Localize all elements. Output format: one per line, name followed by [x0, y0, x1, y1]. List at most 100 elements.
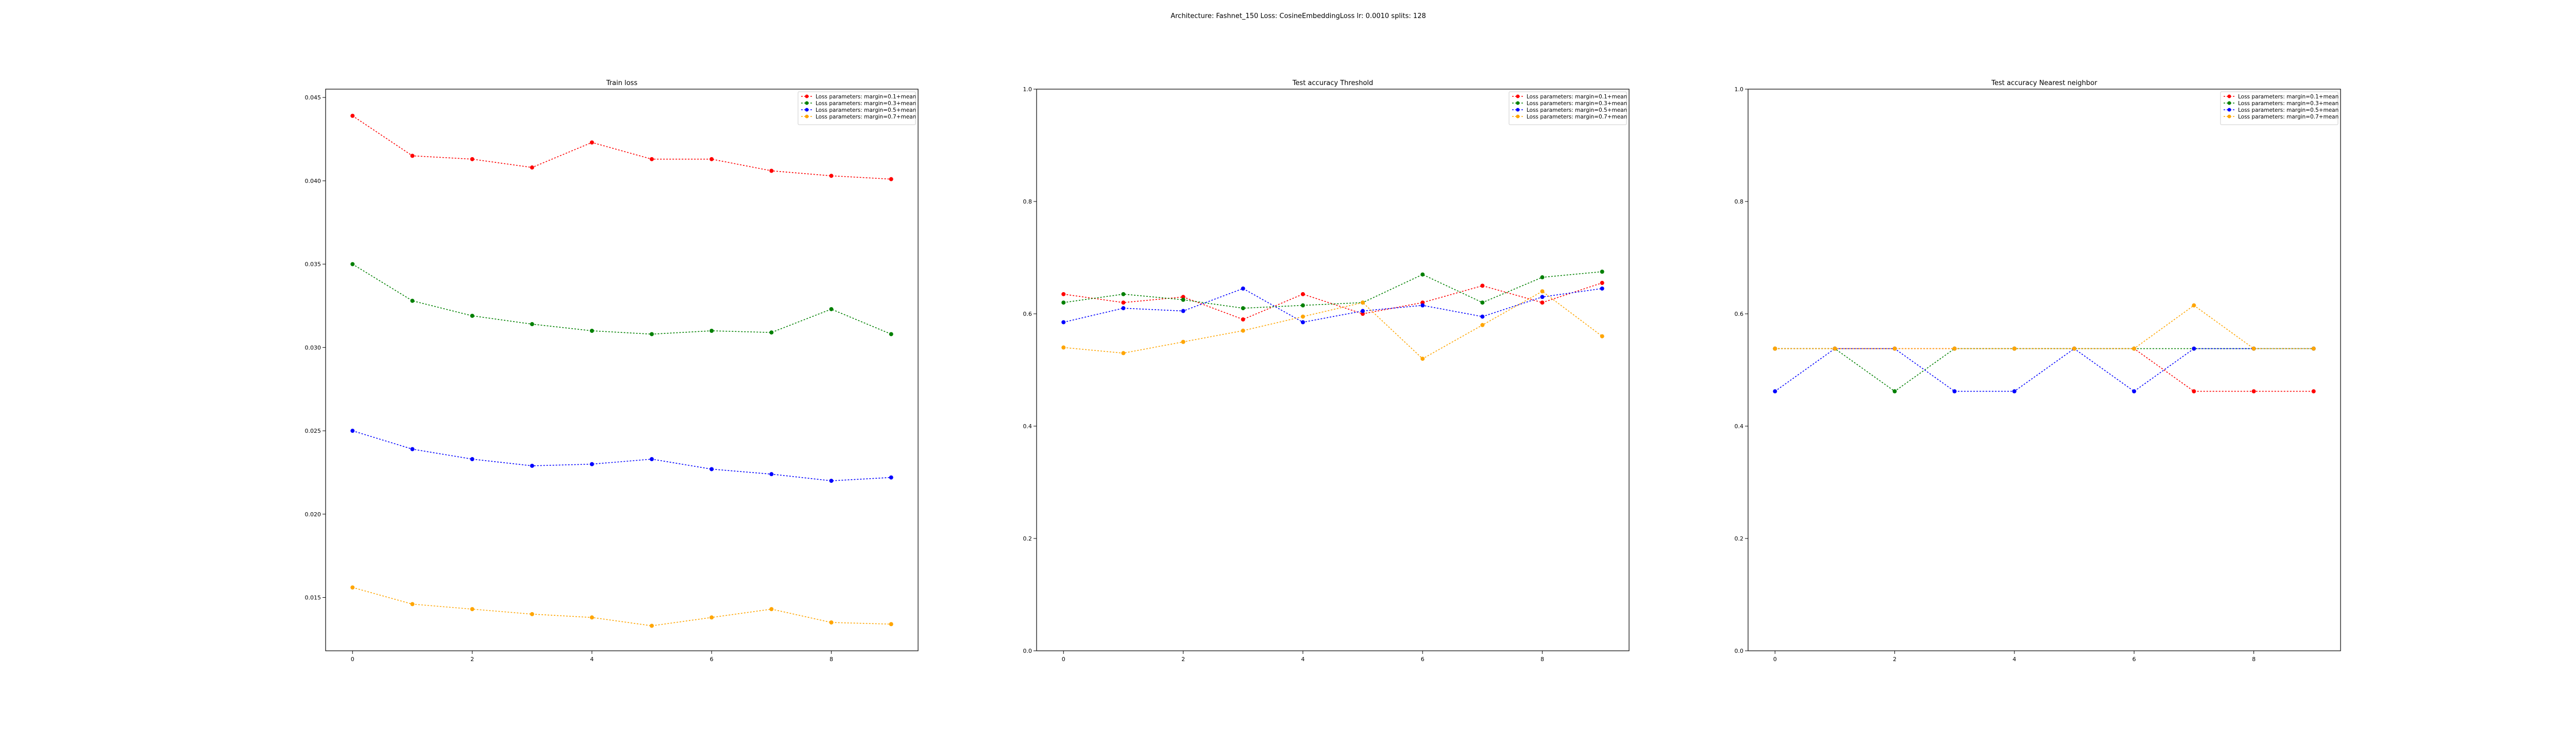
legend-label: Loss parameters: margin=0.5+mean	[2238, 107, 2338, 113]
data-point	[709, 615, 714, 620]
data-point	[470, 607, 474, 612]
data-point	[410, 447, 415, 451]
data-point	[2251, 346, 2256, 351]
chart-panel-2: Test accuracy Threshold 0 2 4 6 8 0.0 0.2 0.4 0.6…	[1023, 79, 1630, 663]
legend-label: Loss parameters: margin=0.3+mean	[2238, 100, 2338, 107]
data-point	[1600, 286, 1604, 291]
legend-box	[2220, 91, 2338, 125]
chart-title: Train loss	[606, 79, 638, 87]
data-point	[1300, 303, 1305, 308]
legend-marker	[805, 114, 809, 119]
data-point	[650, 157, 654, 161]
x-tick-label: 8	[1540, 656, 1544, 663]
y-tick-label: 0.035	[305, 261, 321, 268]
data-point	[769, 330, 774, 335]
legend-marker	[1516, 114, 1520, 119]
data-point	[1952, 389, 1957, 394]
data-point	[1773, 389, 1777, 394]
y-tick-label: 0.6	[1023, 311, 1032, 317]
data-point	[889, 177, 893, 181]
data-point	[889, 622, 893, 627]
data-point	[350, 262, 355, 266]
data-point	[1540, 295, 1545, 299]
legend-label: Loss parameters: margin=0.7+mean	[1527, 114, 1627, 120]
data-point	[1480, 323, 1485, 327]
data-point	[2192, 389, 2196, 394]
data-point	[1300, 292, 1305, 296]
data-point	[2251, 389, 2256, 394]
data-point	[889, 475, 893, 480]
x-tick-label: 6	[1421, 656, 1425, 663]
data-point	[1061, 320, 1066, 325]
series-line-4	[1775, 305, 2314, 349]
data-point	[410, 602, 415, 606]
x-tick-label: 0	[1062, 656, 1065, 663]
x-tick-label: 8	[829, 656, 833, 663]
legend-label: Loss parameters: margin=0.1+mean	[1527, 94, 1627, 100]
y-tick-label: 0.2	[1735, 535, 1744, 542]
x-tick-label: 4	[1301, 656, 1304, 663]
data-point	[829, 174, 834, 178]
y-tick-label: 1.0	[1735, 86, 1744, 93]
data-point	[829, 307, 834, 311]
data-point	[350, 429, 355, 433]
y-tick-label: 0.4	[1023, 423, 1032, 430]
y-tick-label: 0.045	[305, 94, 321, 101]
data-point	[530, 322, 534, 327]
data-point	[2132, 389, 2137, 394]
y-tick-label: 0.030	[305, 344, 321, 351]
data-point	[1600, 269, 1604, 274]
x-tick-label: 6	[2132, 656, 2136, 663]
legend-marker	[1516, 94, 1520, 98]
data-point	[1181, 309, 1185, 313]
data-point	[2012, 389, 2016, 394]
data-point	[2192, 303, 2196, 308]
legend-marker	[2227, 101, 2231, 105]
legend-box	[1509, 91, 1627, 125]
x-tick-label: 4	[2012, 656, 2016, 663]
series-line-1	[1063, 282, 1602, 320]
data-point	[350, 585, 355, 590]
data-point	[410, 298, 415, 303]
data-point	[2012, 346, 2016, 351]
data-point	[589, 462, 594, 466]
axes-frame	[1748, 89, 2341, 651]
data-point	[1892, 389, 1897, 394]
legend-marker	[2227, 94, 2231, 98]
chart-panel-1: Train loss 0 2 4 6 8 0.015 0.020 0.025 0.030 0.035…	[305, 79, 919, 663]
data-point	[530, 463, 534, 468]
data-point	[1121, 300, 1126, 305]
y-tick-label: 0.040	[305, 178, 321, 184]
x-tick-label: 2	[470, 656, 474, 663]
data-point	[1480, 314, 1485, 319]
data-point	[470, 313, 474, 318]
legend-label: Loss parameters: margin=0.1+mean	[2238, 94, 2338, 100]
data-point	[1121, 292, 1126, 296]
data-point	[1241, 286, 1245, 291]
series-line-4	[1063, 291, 1603, 360]
data-point	[1952, 346, 1957, 351]
data-point	[709, 157, 714, 161]
data-point	[1540, 275, 1545, 280]
legend-label: Loss parameters: margin=0.1+mean	[816, 94, 916, 100]
series-line-2	[352, 263, 892, 335]
data-point	[650, 332, 654, 336]
data-point	[1300, 314, 1305, 319]
data-point	[2192, 346, 2196, 351]
data-point	[1540, 300, 1545, 305]
legend: Loss parameters: margin=0.1+mean Loss par…	[1509, 91, 1627, 125]
x-tick-label: 4	[590, 656, 594, 663]
data-point	[1600, 281, 1604, 285]
series-line-2	[1063, 271, 1602, 309]
data-point	[1480, 300, 1485, 305]
y-tick-label: 0.0	[1023, 648, 1032, 654]
data-point	[769, 607, 774, 612]
data-point	[1181, 340, 1185, 344]
data-point	[1361, 309, 1365, 313]
data-point	[589, 615, 594, 620]
y-tick-label: 1.0	[1023, 86, 1032, 93]
data-point	[2311, 389, 2316, 394]
